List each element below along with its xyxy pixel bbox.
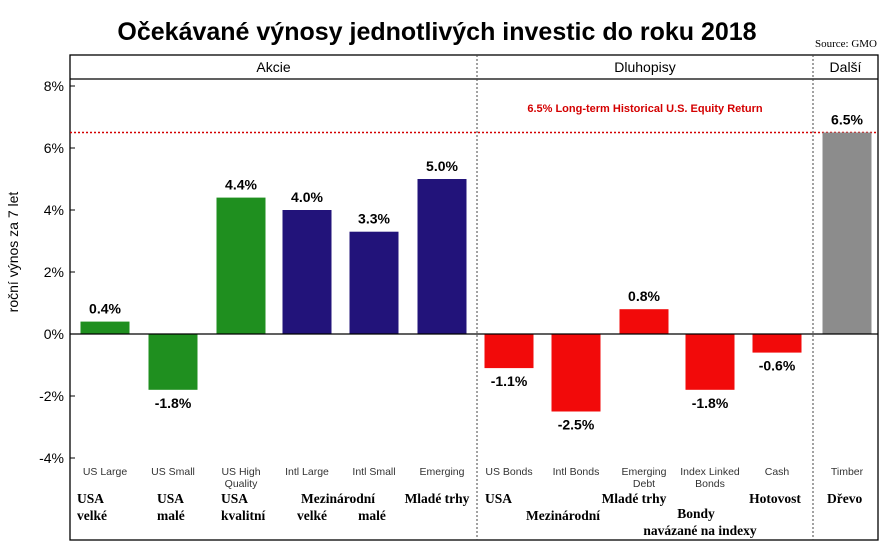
category-label-czech: velké — [77, 508, 107, 523]
bar-value-label: -0.6% — [759, 358, 796, 374]
bar-value-label: -2.5% — [558, 417, 595, 433]
chart-title: Očekávané výnosy jednotlivých investic d… — [117, 18, 756, 46]
category-label: Intl Large — [285, 466, 329, 478]
bar — [484, 334, 534, 369]
category-label: Quality — [225, 478, 258, 490]
category-label-czech: USA — [157, 491, 184, 506]
bar — [685, 334, 735, 390]
plot-frame — [69, 54, 879, 541]
category-label-czech: Mladé trhy — [602, 491, 667, 506]
chart-source: Source: GMO — [815, 38, 877, 50]
section-header: Další — [830, 59, 862, 75]
category-label: US High — [221, 466, 260, 478]
category-label: Bonds — [695, 478, 725, 490]
category-label-czech: velké — [297, 508, 327, 523]
category-label: Index Linked — [680, 466, 740, 478]
category-label-czech: Dřevo — [827, 491, 862, 506]
category-label: Debt — [633, 478, 655, 490]
bar — [619, 309, 669, 334]
bar-value-label: 4.0% — [291, 189, 323, 205]
y-axis-label: roční výnos za 7 let — [5, 192, 21, 313]
category-label-czech: navázané na indexy — [643, 523, 757, 538]
bar-value-label: 0.8% — [628, 288, 660, 304]
category-label-czech: Mezinárodní — [301, 491, 375, 506]
y-tick-label: 0% — [44, 326, 64, 342]
bar — [148, 334, 198, 390]
category-label: Cash — [765, 466, 790, 478]
category-label-czech: USA — [485, 491, 512, 506]
category-label: US Small — [151, 466, 195, 478]
category-label: Emerging — [622, 466, 667, 478]
plot-area: Akcie Dluhopisy Další -4% -2% 0% 2% 4% 6% 8% roční… — [5, 54, 879, 541]
section-header: Dluhopisy — [614, 59, 675, 75]
y-tick-label: 6% — [44, 140, 64, 156]
y-tick-label: -4% — [39, 450, 64, 466]
y-tick-label: 4% — [44, 202, 64, 218]
category-label-czech: USA — [221, 491, 248, 506]
bar-value-label: -1.1% — [491, 373, 528, 389]
category-label: US Bonds — [485, 466, 532, 478]
section-header: Akcie — [256, 59, 290, 75]
bar — [822, 132, 872, 334]
category-label-czech: Hotovost — [749, 491, 801, 506]
category-label: Timber — [831, 466, 864, 478]
bar-value-label: 6.5% — [831, 112, 863, 128]
y-tick-label: -2% — [39, 388, 64, 404]
bar — [216, 197, 266, 334]
bar — [349, 231, 399, 334]
reference-line-label: 6.5% Long-term Historical U.S. Equity Re… — [527, 103, 763, 115]
bar-value-label: -1.8% — [692, 395, 729, 411]
y-tick-label: 2% — [44, 264, 64, 280]
category-label: US Large — [83, 466, 128, 478]
category-label-czech: malé — [358, 508, 386, 523]
category-label-czech: Bondy — [677, 506, 715, 521]
bar — [752, 334, 802, 353]
category-label-czech: USA — [77, 491, 104, 506]
category-label-czech: malé — [157, 508, 185, 523]
bar-value-label: 4.4% — [225, 177, 257, 193]
bar — [551, 334, 601, 412]
category-label-czech: kvalitní — [221, 508, 266, 523]
bar-value-label: 3.3% — [358, 211, 390, 227]
category-label-czech: Mezinárodní — [526, 508, 600, 523]
category-label-czech: Mladé trhy — [405, 491, 470, 506]
bar — [417, 179, 467, 334]
bar — [80, 321, 130, 334]
category-label: Intl Small — [352, 466, 395, 478]
bar-value-label: -1.8% — [155, 395, 192, 411]
category-label: Intl Bonds — [553, 466, 600, 478]
category-label: Emerging — [420, 466, 465, 478]
bar-value-label: 5.0% — [426, 158, 458, 174]
bar-value-label: 0.4% — [89, 301, 121, 317]
bar — [282, 210, 332, 334]
y-tick-label: 8% — [44, 78, 64, 94]
